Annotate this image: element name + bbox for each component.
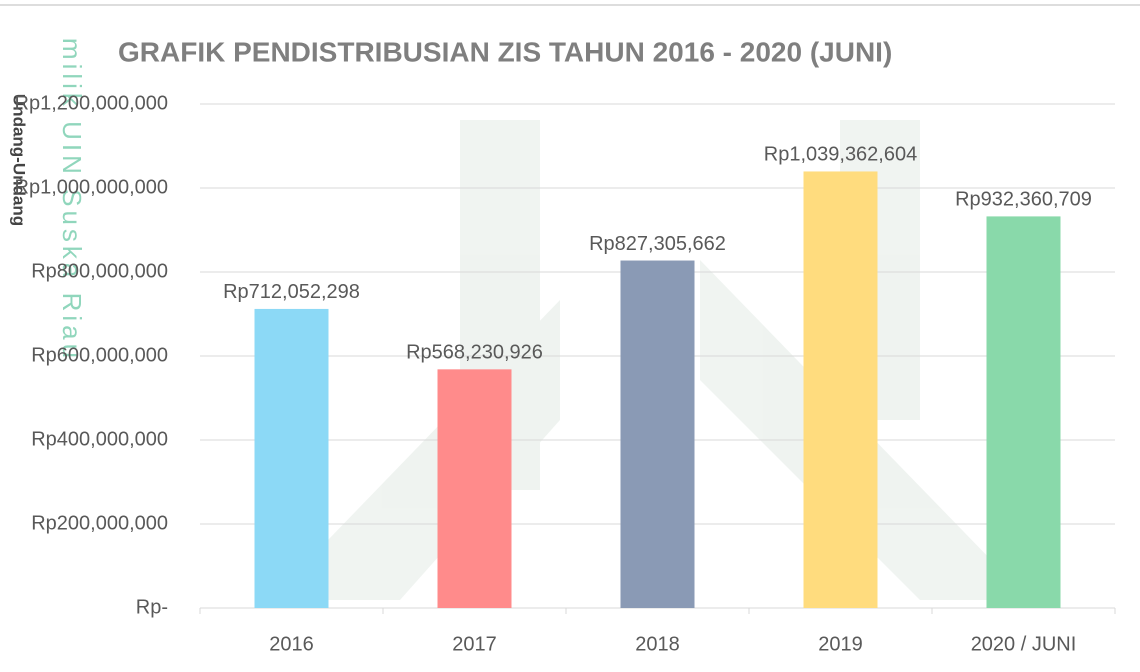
value-label: Rp568,230,926 (406, 342, 543, 364)
y-tick-label: Rp200,000,000 (31, 512, 168, 534)
bar (437, 369, 512, 608)
watermark-side: Undang-Undang (10, 94, 29, 226)
y-tick-label: Rp600,000,000 (31, 344, 168, 366)
y-tick-label: Rp400,000,000 (31, 428, 168, 450)
x-tick-label: 2018 (635, 633, 680, 655)
bar (620, 260, 695, 608)
y-tick-label: Rp- (136, 596, 168, 618)
value-label: Rp712,052,298 (223, 281, 360, 303)
y-tick-label: Rp1,000,000,000 (15, 176, 168, 198)
bar (254, 308, 329, 608)
y-tick-label: Rp1,200,000,000 (15, 92, 168, 114)
bar (986, 216, 1061, 608)
bar (803, 171, 878, 608)
chart-title: GRAFIK PENDISTRIBUSIAN ZIS TAHUN 2016 - … (118, 36, 892, 67)
watermark-vertical: milik UIN Suska Riau (57, 38, 87, 362)
x-tick-label: 2016 (269, 633, 314, 655)
value-label: Rp827,305,662 (589, 233, 726, 255)
x-tick-label: 2020 / JUNI (971, 633, 1077, 655)
value-label: Rp932,360,709 (955, 189, 1092, 211)
x-tick-label: 2017 (452, 633, 497, 655)
y-tick-label: Rp800,000,000 (31, 260, 168, 282)
x-tick-label: 2019 (818, 633, 863, 655)
value-label: Rp1,039,362,604 (764, 144, 917, 166)
